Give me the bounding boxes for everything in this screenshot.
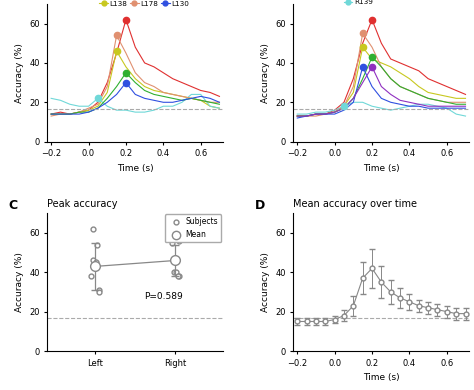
- Y-axis label: Accuracy (%): Accuracy (%): [261, 252, 270, 312]
- Text: C: C: [9, 200, 18, 213]
- Legend: R153, R142, R139, R180, R136, R186, R175: R153, R142, R139, R180, R136, R186, R175: [344, 0, 437, 5]
- Text: D: D: [255, 200, 265, 213]
- Y-axis label: Accuracy (%): Accuracy (%): [15, 43, 24, 103]
- X-axis label: Time (s): Time (s): [117, 164, 154, 173]
- Y-axis label: Accuracy (%): Accuracy (%): [15, 252, 24, 312]
- Legend: Subjects, Mean: Subjects, Mean: [165, 215, 221, 242]
- X-axis label: Time (s): Time (s): [363, 164, 400, 173]
- Text: Peak accuracy: Peak accuracy: [47, 200, 118, 209]
- X-axis label: Time (s): Time (s): [363, 373, 400, 382]
- Text: Mean accuracy over time: Mean accuracy over time: [293, 200, 418, 209]
- Legend: L151, L138, L146, L178, L162, L130: L151, L138, L146, L178, L162, L130: [99, 0, 189, 7]
- Y-axis label: Accuracy (%): Accuracy (%): [261, 43, 270, 103]
- Text: P=0.589: P=0.589: [144, 292, 183, 301]
